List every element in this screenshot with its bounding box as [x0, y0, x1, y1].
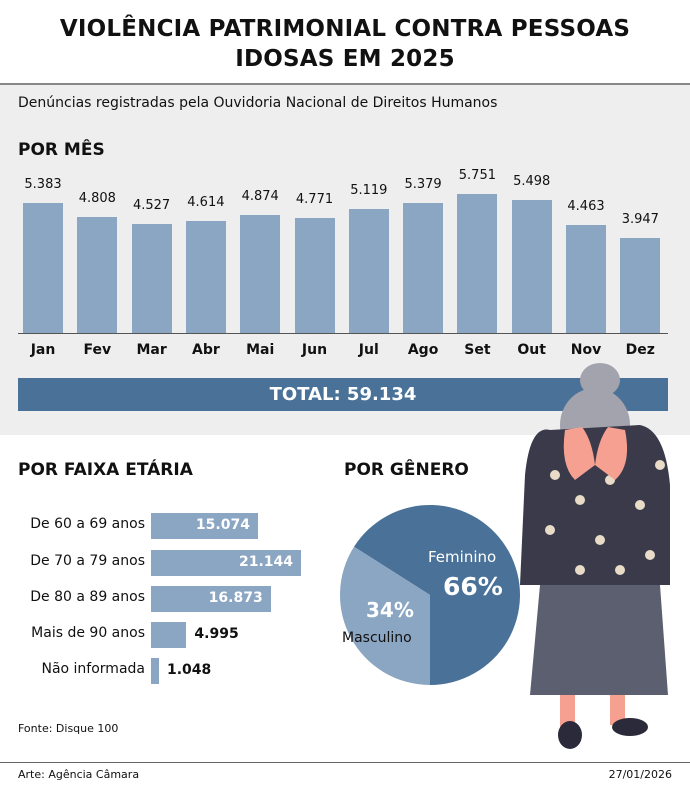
divider [0, 83, 690, 85]
credit: Arte: Agência Câmara [18, 768, 140, 781]
monthly-axis-baseline [18, 333, 668, 334]
month-bar [77, 216, 118, 333]
month-value-label: 4.463 [567, 199, 605, 215]
age-bar [151, 513, 258, 539]
subtitle: Denúncias registradas pela Ouvidoria Nac… [18, 95, 498, 111]
pie-slice-masculino [340, 546, 430, 685]
age-value-label: 15.074 [195, 517, 250, 533]
month-value-label: 4.808 [78, 190, 116, 206]
age-chart-title: POR FAIXA ETÁRIA [18, 460, 193, 480]
month-value-label: 4.614 [187, 195, 225, 211]
title-line-1: VIOLÊNCIA PATRIMONIAL CONTRA PESSOAS [59, 16, 631, 42]
elderly-woman-illustration [520, 363, 670, 749]
footer-divider [0, 762, 690, 763]
month-value-label: 5.383 [24, 176, 62, 192]
age-value-label: 4.995 [194, 626, 239, 642]
age-label: De 70 a 79 anos [30, 553, 145, 569]
age-value-label: 1.048 [167, 662, 212, 678]
pie-slice-feminino [354, 505, 520, 685]
pie-label-feminino: Feminino [428, 548, 497, 566]
month-label: Ago [407, 342, 439, 358]
gender-chart-title: POR GÊNERO [344, 460, 469, 480]
month-value-label: 5.119 [350, 183, 388, 199]
age-bar [151, 550, 301, 576]
source-note: Fonte: Disque 100 [18, 722, 119, 735]
month-label: Nov [570, 342, 602, 358]
month-bar [185, 221, 226, 333]
pie-value-feminino: 66% [443, 572, 503, 601]
month-value-label: 5.751 [458, 168, 496, 183]
month-label: Abr [192, 342, 220, 358]
age-label: De 60 a 69 anos [30, 516, 145, 532]
month-bar [348, 209, 389, 333]
month-bar [457, 194, 498, 333]
month-bar [240, 215, 281, 333]
month-label: Out [517, 342, 546, 358]
date: 27/01/2026 [608, 768, 672, 781]
age-value-label: 16.873 [208, 590, 263, 606]
month-bar [620, 237, 661, 333]
age-bar [151, 658, 159, 684]
month-bar [511, 200, 552, 333]
month-label: Fev [83, 342, 112, 358]
age-label: Mais de 90 anos [31, 625, 145, 641]
month-label: Set [464, 342, 491, 358]
month-bar [131, 223, 172, 333]
month-label: Mar [136, 342, 167, 358]
title-line-2: IDOSAS EM 2025 [235, 46, 455, 72]
month-bar [23, 202, 63, 333]
month-bar [294, 217, 335, 333]
gender-pie-chart [340, 505, 520, 685]
page-title: VIOLÊNCIA PATRIMONIAL CONTRA PESSOAS IDOS… [0, 14, 690, 74]
month-value-label: 4.527 [132, 197, 171, 213]
age-bar [151, 622, 187, 648]
total-banner: TOTAL: 59.134 [18, 378, 668, 411]
month-label: Dez [625, 342, 655, 358]
monthly-chart-title: POR MÊS [18, 140, 105, 160]
month-label: Jul [358, 342, 379, 358]
month-bar [403, 202, 444, 333]
month-value-label: 3.947 [621, 211, 659, 227]
month-value-label: 5.379 [404, 176, 442, 192]
month-value-label: 4.771 [295, 191, 334, 207]
month-label: Jun [301, 342, 328, 358]
month-label: Jan [30, 342, 56, 358]
month-label: Mai [246, 342, 275, 358]
pie-label-masculino: Masculino [342, 630, 412, 646]
month-value-label: 4.874 [241, 189, 279, 205]
age-label: De 80 a 89 anos [30, 589, 145, 605]
age-value-label: 21.144 [238, 554, 293, 570]
month-bar [566, 225, 606, 333]
pie-value-masculino: 34% [366, 598, 414, 622]
age-label: Não informada [41, 661, 145, 677]
month-value-label: 5.498 [513, 174, 551, 190]
age-bar [151, 586, 271, 612]
